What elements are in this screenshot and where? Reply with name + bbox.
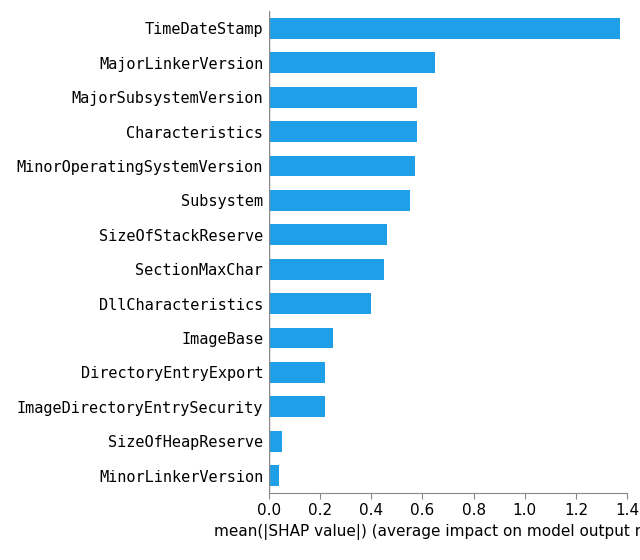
Bar [269, 293, 371, 314]
Bar [269, 465, 279, 486]
Bar [269, 156, 415, 176]
Bar [269, 53, 435, 73]
Bar [269, 87, 417, 108]
Bar [269, 122, 417, 142]
Bar [269, 431, 282, 451]
X-axis label: mean(|SHAP value|) (average impact on model output magni: mean(|SHAP value|) (average impact on mo… [214, 524, 640, 540]
Bar [269, 225, 387, 245]
Bar [269, 18, 620, 39]
Bar [269, 396, 325, 417]
Bar [269, 259, 384, 279]
Bar [269, 190, 410, 211]
Bar [269, 362, 325, 382]
Bar [269, 328, 333, 348]
